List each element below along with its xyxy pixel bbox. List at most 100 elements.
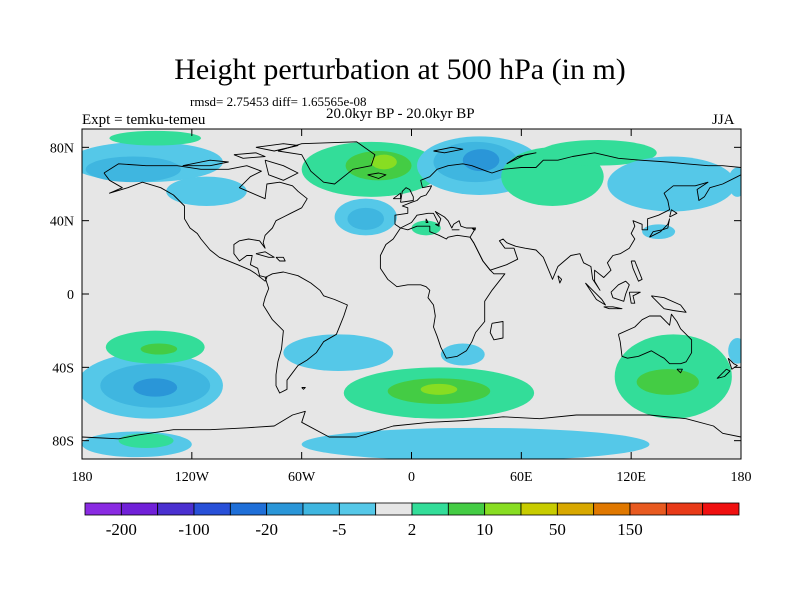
anomaly-region-medium-blue — [462, 149, 500, 172]
coastline — [275, 256, 286, 262]
coastline — [301, 387, 306, 390]
coastline — [425, 218, 429, 223]
coastline — [676, 368, 683, 374]
y-tick-label: 80S — [52, 435, 74, 450]
anomaly-region-bright-green — [636, 369, 699, 395]
x-tick-label: 180 — [731, 470, 752, 485]
coastline — [233, 152, 266, 159]
colorbar-label: 150 — [617, 520, 643, 539]
coastline — [379, 225, 506, 359]
colorbar-swatch — [84, 502, 122, 516]
colorbar-swatch — [411, 502, 449, 516]
coastline — [610, 280, 630, 302]
x-tick-label: 120W — [175, 470, 210, 485]
colorbar-swatch — [120, 502, 159, 516]
anomaly-region-light-blue — [166, 176, 247, 206]
anomaly-region-blue — [85, 156, 181, 183]
x-tick-label: 60W — [288, 470, 316, 485]
stats-text: rmsd= 2.75453 diff= 1.65565e-08 — [190, 94, 367, 109]
coastline — [435, 223, 440, 227]
coastline — [255, 251, 275, 258]
anomaly-region-bright-green — [140, 343, 178, 355]
colorbar-label: 2 — [408, 520, 417, 539]
anomaly-region-light-blue — [301, 427, 650, 459]
colorbar-label: 10 — [476, 520, 493, 539]
colorbar-label: -200 — [106, 520, 137, 539]
coastline — [392, 192, 401, 200]
coastline — [727, 357, 738, 370]
coastline — [617, 313, 693, 365]
coastline — [650, 295, 687, 313]
coastline — [649, 218, 671, 238]
colorbar-swatch — [302, 502, 340, 516]
anomaly-region-light-blue — [607, 156, 736, 212]
coastline — [489, 321, 504, 341]
colorbar-label: 50 — [549, 520, 566, 539]
colorbar: -200 -100 -20 -5 2 10 50 150 — [84, 502, 740, 539]
colorbar-swatch — [338, 502, 377, 516]
anomaly-region-light-blue — [642, 224, 676, 240]
anomaly-region-green — [411, 220, 441, 236]
colorbar-label: -5 — [332, 520, 346, 539]
anomaly-region-yellow-green — [420, 383, 458, 395]
coastline — [277, 141, 376, 185]
coastline — [82, 410, 741, 440]
coastline — [262, 271, 348, 394]
colorbar-label: -100 — [178, 520, 209, 539]
colorbar-label: -20 — [255, 520, 278, 539]
colorbar-swatch — [484, 502, 522, 516]
coastline — [506, 152, 537, 165]
colorbar-swatch — [193, 502, 231, 516]
y-tick-label: 0 — [67, 288, 74, 303]
coastline — [103, 163, 308, 282]
x-tick-label: 0 — [408, 470, 415, 485]
coastline — [603, 306, 623, 310]
period-label: 20.0kyr BP - 20.0kyr BP — [326, 106, 475, 122]
colorbar-swatch — [665, 502, 704, 516]
anomaly-region-light-blue — [283, 334, 394, 371]
y-tick-label: 40N — [50, 215, 74, 230]
coastline — [669, 209, 678, 218]
y-tick-label: 80N — [50, 141, 74, 156]
season-label: JJA — [712, 112, 735, 128]
anomaly-region-blue — [347, 207, 385, 230]
coastline — [628, 291, 641, 304]
anomaly-region-yellow-green — [371, 154, 397, 170]
coastline — [630, 260, 643, 282]
colorbar-swatch — [157, 502, 195, 516]
colorbar-swatch — [629, 502, 667, 516]
axis-ticks: 180 120W 60W 0 60E 120E 180 80N 40N 0 40S 80S — [50, 129, 752, 485]
colorbar-swatch — [556, 502, 595, 516]
y-tick-label: 40S — [52, 361, 74, 376]
anomaly-field — [82, 130, 741, 459]
anomaly-region-light-blue — [440, 343, 485, 366]
colorbar-swatch — [375, 502, 413, 516]
coastline — [255, 143, 299, 152]
x-tick-label: 180 — [72, 470, 93, 485]
coastline — [471, 227, 476, 231]
colorbar-swatch — [229, 502, 268, 516]
x-tick-label: 120E — [616, 470, 646, 485]
anomaly-region-green — [109, 130, 201, 146]
colorbar-swatch — [266, 502, 304, 516]
coastline — [182, 159, 229, 167]
colorbar-swatch — [520, 502, 558, 516]
colorbar-swatch — [702, 502, 740, 516]
coastline — [585, 282, 606, 306]
x-tick-label: 60E — [510, 470, 533, 485]
colorbar-swatch — [447, 502, 486, 516]
anomaly-region-green — [118, 433, 174, 448]
coastline — [367, 172, 387, 179]
anomaly-region-light-blue — [728, 167, 741, 197]
coastline — [716, 368, 731, 379]
coastline — [264, 159, 299, 181]
coastline — [557, 275, 563, 284]
anomaly-region-medium-blue — [133, 378, 178, 397]
experiment-label: Expt = temku-temeu — [82, 112, 206, 128]
colorbar-swatch — [593, 502, 631, 516]
coastline — [400, 187, 414, 203]
coastline — [433, 146, 464, 154]
chart-title: Height perturbation at 500 hPa (in m) — [174, 53, 626, 86]
anomaly-region-light-blue — [728, 338, 741, 364]
